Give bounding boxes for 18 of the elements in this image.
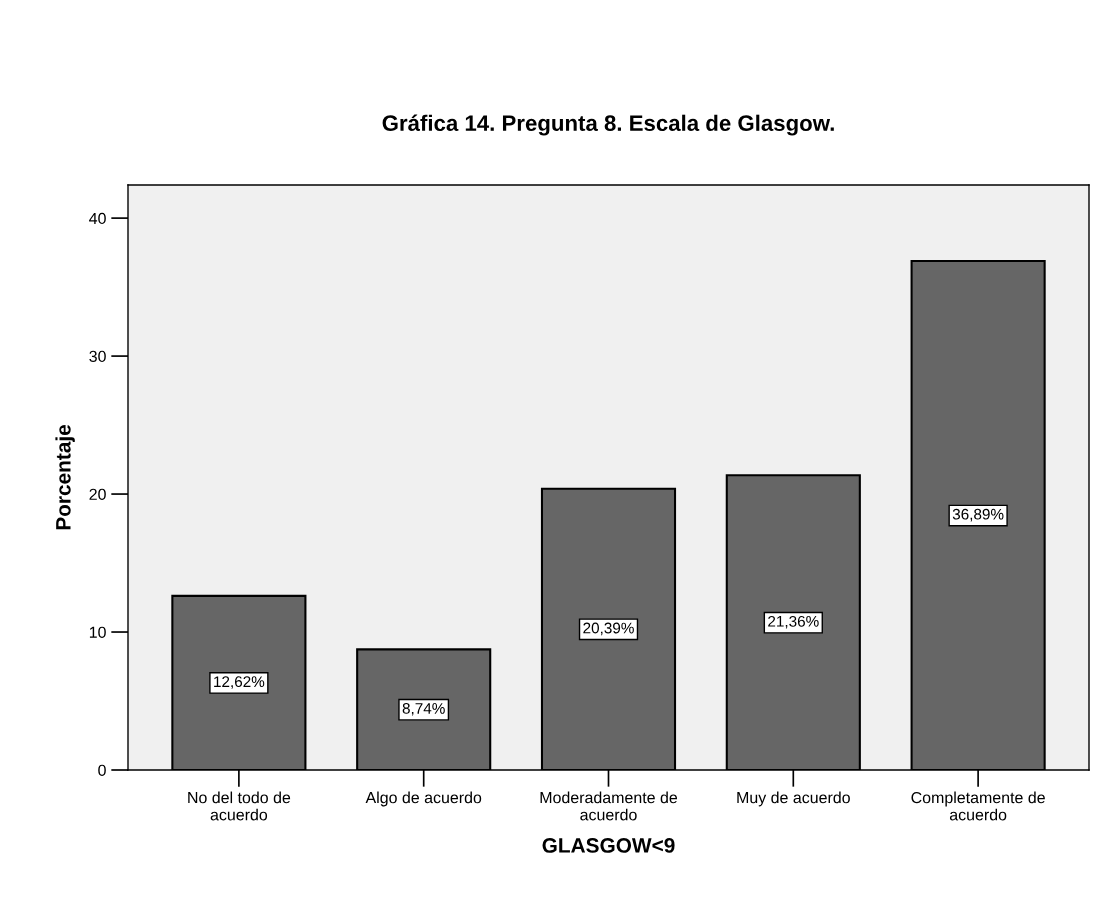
x-tick-label: Completamente de acuerdo bbox=[911, 791, 1045, 821]
data-label: 36,89% bbox=[952, 508, 1004, 522]
chart-title: Gráfica 14. Pregunta 8. Escala de Glasgow. bbox=[382, 114, 834, 136]
y-tick-label: 30 bbox=[89, 350, 106, 363]
data-label: 21,36% bbox=[768, 615, 819, 629]
x-tick-label: No del todo de acuerdo bbox=[188, 791, 291, 821]
y-tick-label: 20 bbox=[89, 488, 106, 500]
x-tick-label: Moderadamente de acuerdo bbox=[540, 791, 678, 821]
x-tick-label: Muy de acuerdo bbox=[737, 791, 850, 807]
data-label: 8,74% bbox=[402, 702, 445, 716]
y-axis-title: Porcentaje bbox=[55, 424, 75, 530]
y-tick-label: 0 bbox=[98, 764, 106, 776]
x-axis-title: GLASGOW<9 bbox=[542, 838, 675, 853]
y-tick-label: 40 bbox=[89, 212, 106, 225]
x-tick-label: Algo de acuerdo bbox=[365, 791, 482, 807]
y-tick-label: 10 bbox=[89, 626, 106, 638]
data-label: 20,39% bbox=[583, 622, 634, 636]
data-label: 12,62% bbox=[214, 676, 265, 689]
